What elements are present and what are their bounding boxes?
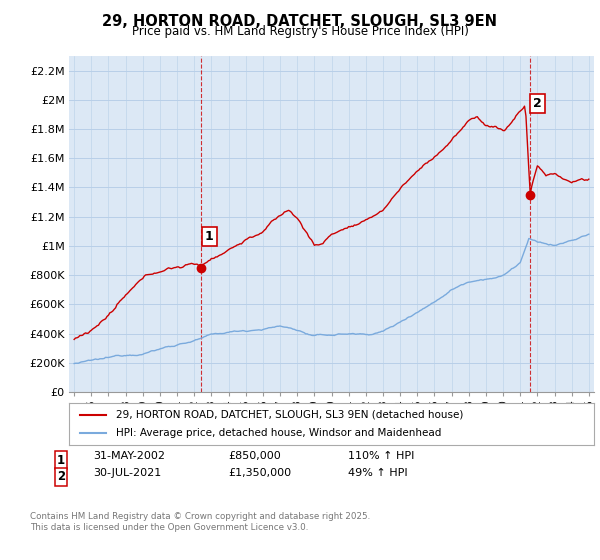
Text: HPI: Average price, detached house, Windsor and Maidenhead: HPI: Average price, detached house, Wind… [116,428,442,438]
Text: 2: 2 [533,97,542,110]
Text: 49% ↑ HPI: 49% ↑ HPI [348,468,407,478]
Text: 30-JUL-2021: 30-JUL-2021 [93,468,161,478]
Text: 2: 2 [57,470,65,483]
Text: £850,000: £850,000 [228,451,281,461]
Text: 1: 1 [57,454,65,466]
Text: Contains HM Land Registry data © Crown copyright and database right 2025.
This d: Contains HM Land Registry data © Crown c… [30,512,370,532]
Text: 110% ↑ HPI: 110% ↑ HPI [348,451,415,461]
Text: 29, HORTON ROAD, DATCHET, SLOUGH, SL3 9EN (detached house): 29, HORTON ROAD, DATCHET, SLOUGH, SL3 9E… [116,410,464,420]
Text: Price paid vs. HM Land Registry's House Price Index (HPI): Price paid vs. HM Land Registry's House … [131,25,469,38]
Text: £1,350,000: £1,350,000 [228,468,291,478]
Text: 29, HORTON ROAD, DATCHET, SLOUGH, SL3 9EN: 29, HORTON ROAD, DATCHET, SLOUGH, SL3 9E… [103,14,497,29]
Text: 31-MAY-2002: 31-MAY-2002 [93,451,165,461]
Text: 1: 1 [205,230,214,243]
